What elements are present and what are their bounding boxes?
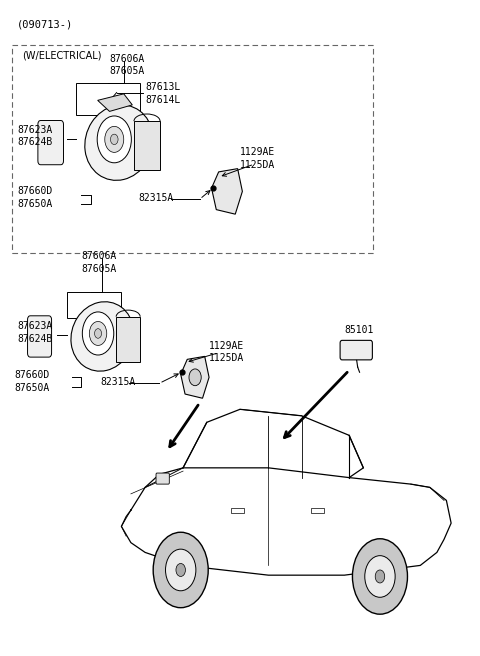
Text: 82315A: 82315A: [100, 377, 135, 387]
Circle shape: [352, 539, 408, 614]
FancyBboxPatch shape: [27, 316, 51, 357]
Circle shape: [189, 369, 201, 386]
Ellipse shape: [71, 302, 134, 371]
Text: (090713-): (090713-): [17, 20, 73, 30]
Text: 1129AE
1125DA: 1129AE 1125DA: [209, 341, 244, 363]
Text: 1129AE
1125DA: 1129AE 1125DA: [240, 147, 275, 170]
Text: 82315A: 82315A: [138, 193, 173, 203]
Bar: [311, 508, 324, 514]
Bar: [76, 83, 140, 115]
Text: 87623A
87624B: 87623A 87624B: [17, 125, 52, 148]
Text: 87613L
87614L: 87613L 87614L: [145, 82, 180, 104]
Text: 85101: 85101: [344, 325, 374, 335]
Circle shape: [89, 321, 107, 346]
FancyBboxPatch shape: [38, 121, 63, 165]
Bar: [116, 317, 140, 361]
Text: (W/ELECTRICAL): (W/ELECTRICAL): [22, 51, 101, 61]
Circle shape: [105, 127, 124, 152]
Text: 87606A
87605A: 87606A 87605A: [81, 251, 116, 274]
Circle shape: [153, 532, 208, 607]
Circle shape: [95, 329, 102, 338]
Text: 87660D
87650A: 87660D 87650A: [17, 186, 52, 209]
Polygon shape: [212, 169, 242, 214]
Polygon shape: [97, 94, 132, 112]
Circle shape: [97, 116, 132, 163]
Bar: [12, 45, 373, 253]
Bar: [67, 291, 121, 318]
Circle shape: [176, 564, 185, 577]
Text: 87660D
87650A: 87660D 87650A: [14, 370, 50, 393]
FancyBboxPatch shape: [156, 473, 169, 484]
Polygon shape: [180, 356, 209, 398]
Circle shape: [83, 312, 114, 355]
Text: 87606A
87605A: 87606A 87605A: [109, 54, 145, 76]
Ellipse shape: [85, 105, 153, 180]
Text: 87623A
87624B: 87623A 87624B: [17, 321, 52, 344]
Circle shape: [375, 570, 384, 583]
Circle shape: [365, 556, 395, 597]
Bar: [230, 508, 244, 514]
Bar: [134, 121, 160, 170]
Circle shape: [166, 549, 196, 591]
FancyBboxPatch shape: [340, 340, 372, 360]
Circle shape: [110, 134, 118, 144]
